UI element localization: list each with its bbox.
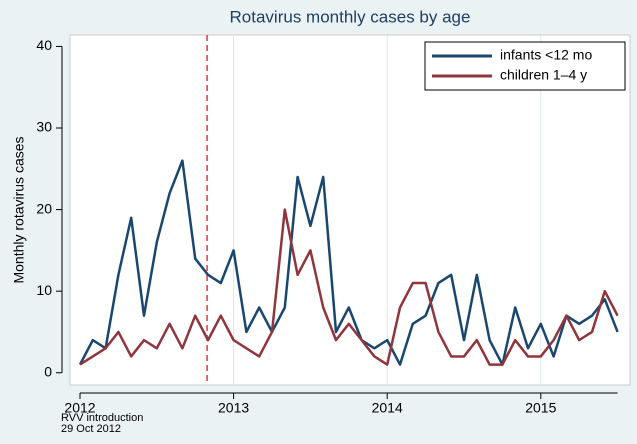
annotation: RVV introduction: [61, 412, 143, 424]
legend-label: infants <12 mo: [500, 47, 592, 63]
x-tick-label: 2014: [372, 400, 403, 416]
legend-box: [424, 41, 626, 91]
y-tick-label: 40: [36, 37, 52, 53]
y-tick-label: 30: [36, 119, 52, 135]
legend-label: children 1–4 y: [500, 67, 587, 83]
y-tick-label: 10: [36, 282, 52, 298]
y-axis-label: Monthly rotavirus cases: [11, 136, 27, 283]
x-tick-label: 2013: [218, 400, 249, 416]
y-tick-label: 0: [44, 363, 52, 379]
annotation: 29 Oct 2012: [61, 423, 121, 435]
series-line: [78, 159, 619, 366]
series-line: [79, 208, 619, 366]
y-tick-label: 20: [36, 200, 52, 216]
x-tick-label: 2012: [64, 400, 95, 416]
x-tick-label: 2015: [525, 400, 556, 416]
chart-title: Rotavirus monthly cases by age: [230, 7, 471, 26]
